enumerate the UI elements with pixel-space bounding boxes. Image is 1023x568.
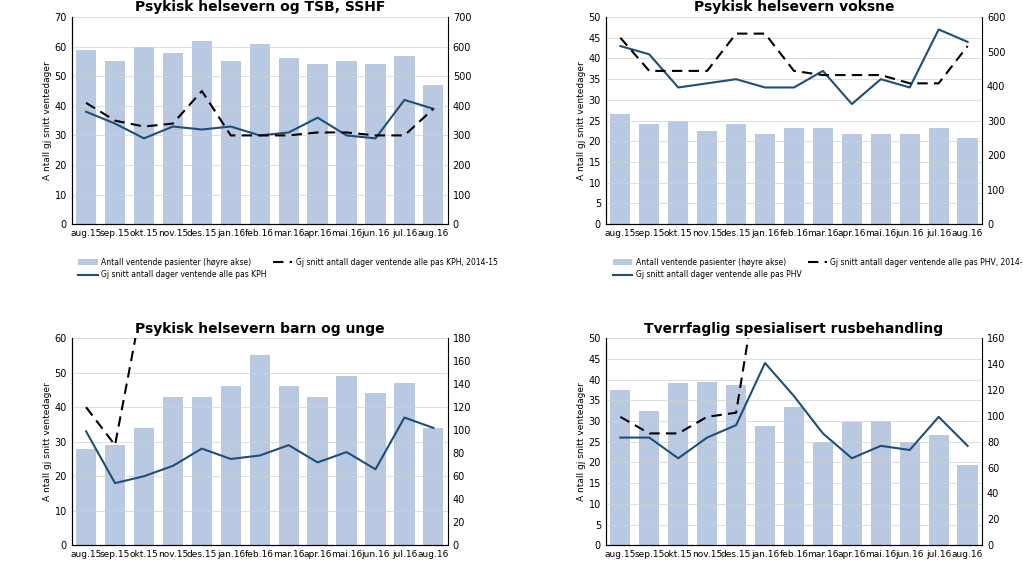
Bar: [134, 47, 154, 224]
Bar: [813, 128, 833, 224]
Bar: [394, 56, 414, 224]
Bar: [337, 61, 357, 224]
Bar: [668, 383, 688, 545]
Bar: [899, 135, 920, 224]
Bar: [610, 114, 630, 224]
Bar: [610, 390, 630, 545]
Bar: [191, 41, 212, 224]
Bar: [958, 465, 978, 545]
Bar: [697, 382, 717, 545]
Bar: [163, 53, 183, 224]
Bar: [278, 386, 299, 545]
Bar: [308, 397, 327, 545]
Bar: [784, 407, 804, 545]
Bar: [842, 135, 862, 224]
Y-axis label: A ntall gj snitt ventedager: A ntall gj snitt ventedager: [43, 61, 51, 180]
Bar: [668, 120, 688, 224]
Legend: Antall ventende pasienter (høyre akse), Gj snitt antall dager ventende alle pas : Antall ventende pasienter (høyre akse), …: [76, 254, 501, 282]
Title: Psykisk helsevern voksne: Psykisk helsevern voksne: [694, 1, 894, 15]
Bar: [105, 445, 125, 545]
Bar: [105, 61, 125, 224]
Bar: [424, 85, 444, 224]
Bar: [813, 442, 833, 545]
Bar: [337, 376, 357, 545]
Bar: [726, 124, 746, 224]
Bar: [76, 49, 96, 224]
Title: Psykisk helsevern barn og unge: Psykisk helsevern barn og unge: [135, 321, 385, 336]
Bar: [394, 383, 414, 545]
Bar: [871, 135, 891, 224]
Bar: [639, 411, 660, 545]
Bar: [755, 135, 775, 224]
Bar: [250, 44, 270, 224]
Bar: [308, 64, 327, 224]
Bar: [929, 435, 948, 545]
Bar: [842, 422, 862, 545]
Bar: [191, 397, 212, 545]
Bar: [755, 426, 775, 545]
Bar: [365, 64, 386, 224]
Bar: [221, 61, 240, 224]
Y-axis label: A ntall gj snitt ventedager: A ntall gj snitt ventedager: [43, 382, 51, 501]
Bar: [365, 394, 386, 545]
Bar: [958, 138, 978, 224]
Y-axis label: A ntall gj snitt ventedager: A ntall gj snitt ventedager: [577, 61, 586, 180]
Bar: [250, 356, 270, 545]
Bar: [929, 128, 948, 224]
Bar: [134, 428, 154, 545]
Bar: [784, 128, 804, 224]
Title: Tverrfaglig spesialisert rusbehandling: Tverrfaglig spesialisert rusbehandling: [644, 321, 943, 336]
Bar: [221, 386, 240, 545]
Y-axis label: A ntall gj snitt ventedager: A ntall gj snitt ventedager: [577, 382, 586, 501]
Title: Psykisk helsevern og TSB, SSHF: Psykisk helsevern og TSB, SSHF: [135, 1, 385, 15]
Bar: [639, 124, 660, 224]
Bar: [76, 449, 96, 545]
Bar: [278, 59, 299, 224]
Legend: Antall ventende pasienter (høyre akse), Gj snitt antall dager ventende alle pas : Antall ventende pasienter (høyre akse), …: [610, 254, 1023, 282]
Bar: [697, 131, 717, 224]
Bar: [163, 397, 183, 545]
Bar: [726, 385, 746, 545]
Bar: [899, 442, 920, 545]
Bar: [424, 428, 444, 545]
Bar: [871, 421, 891, 545]
